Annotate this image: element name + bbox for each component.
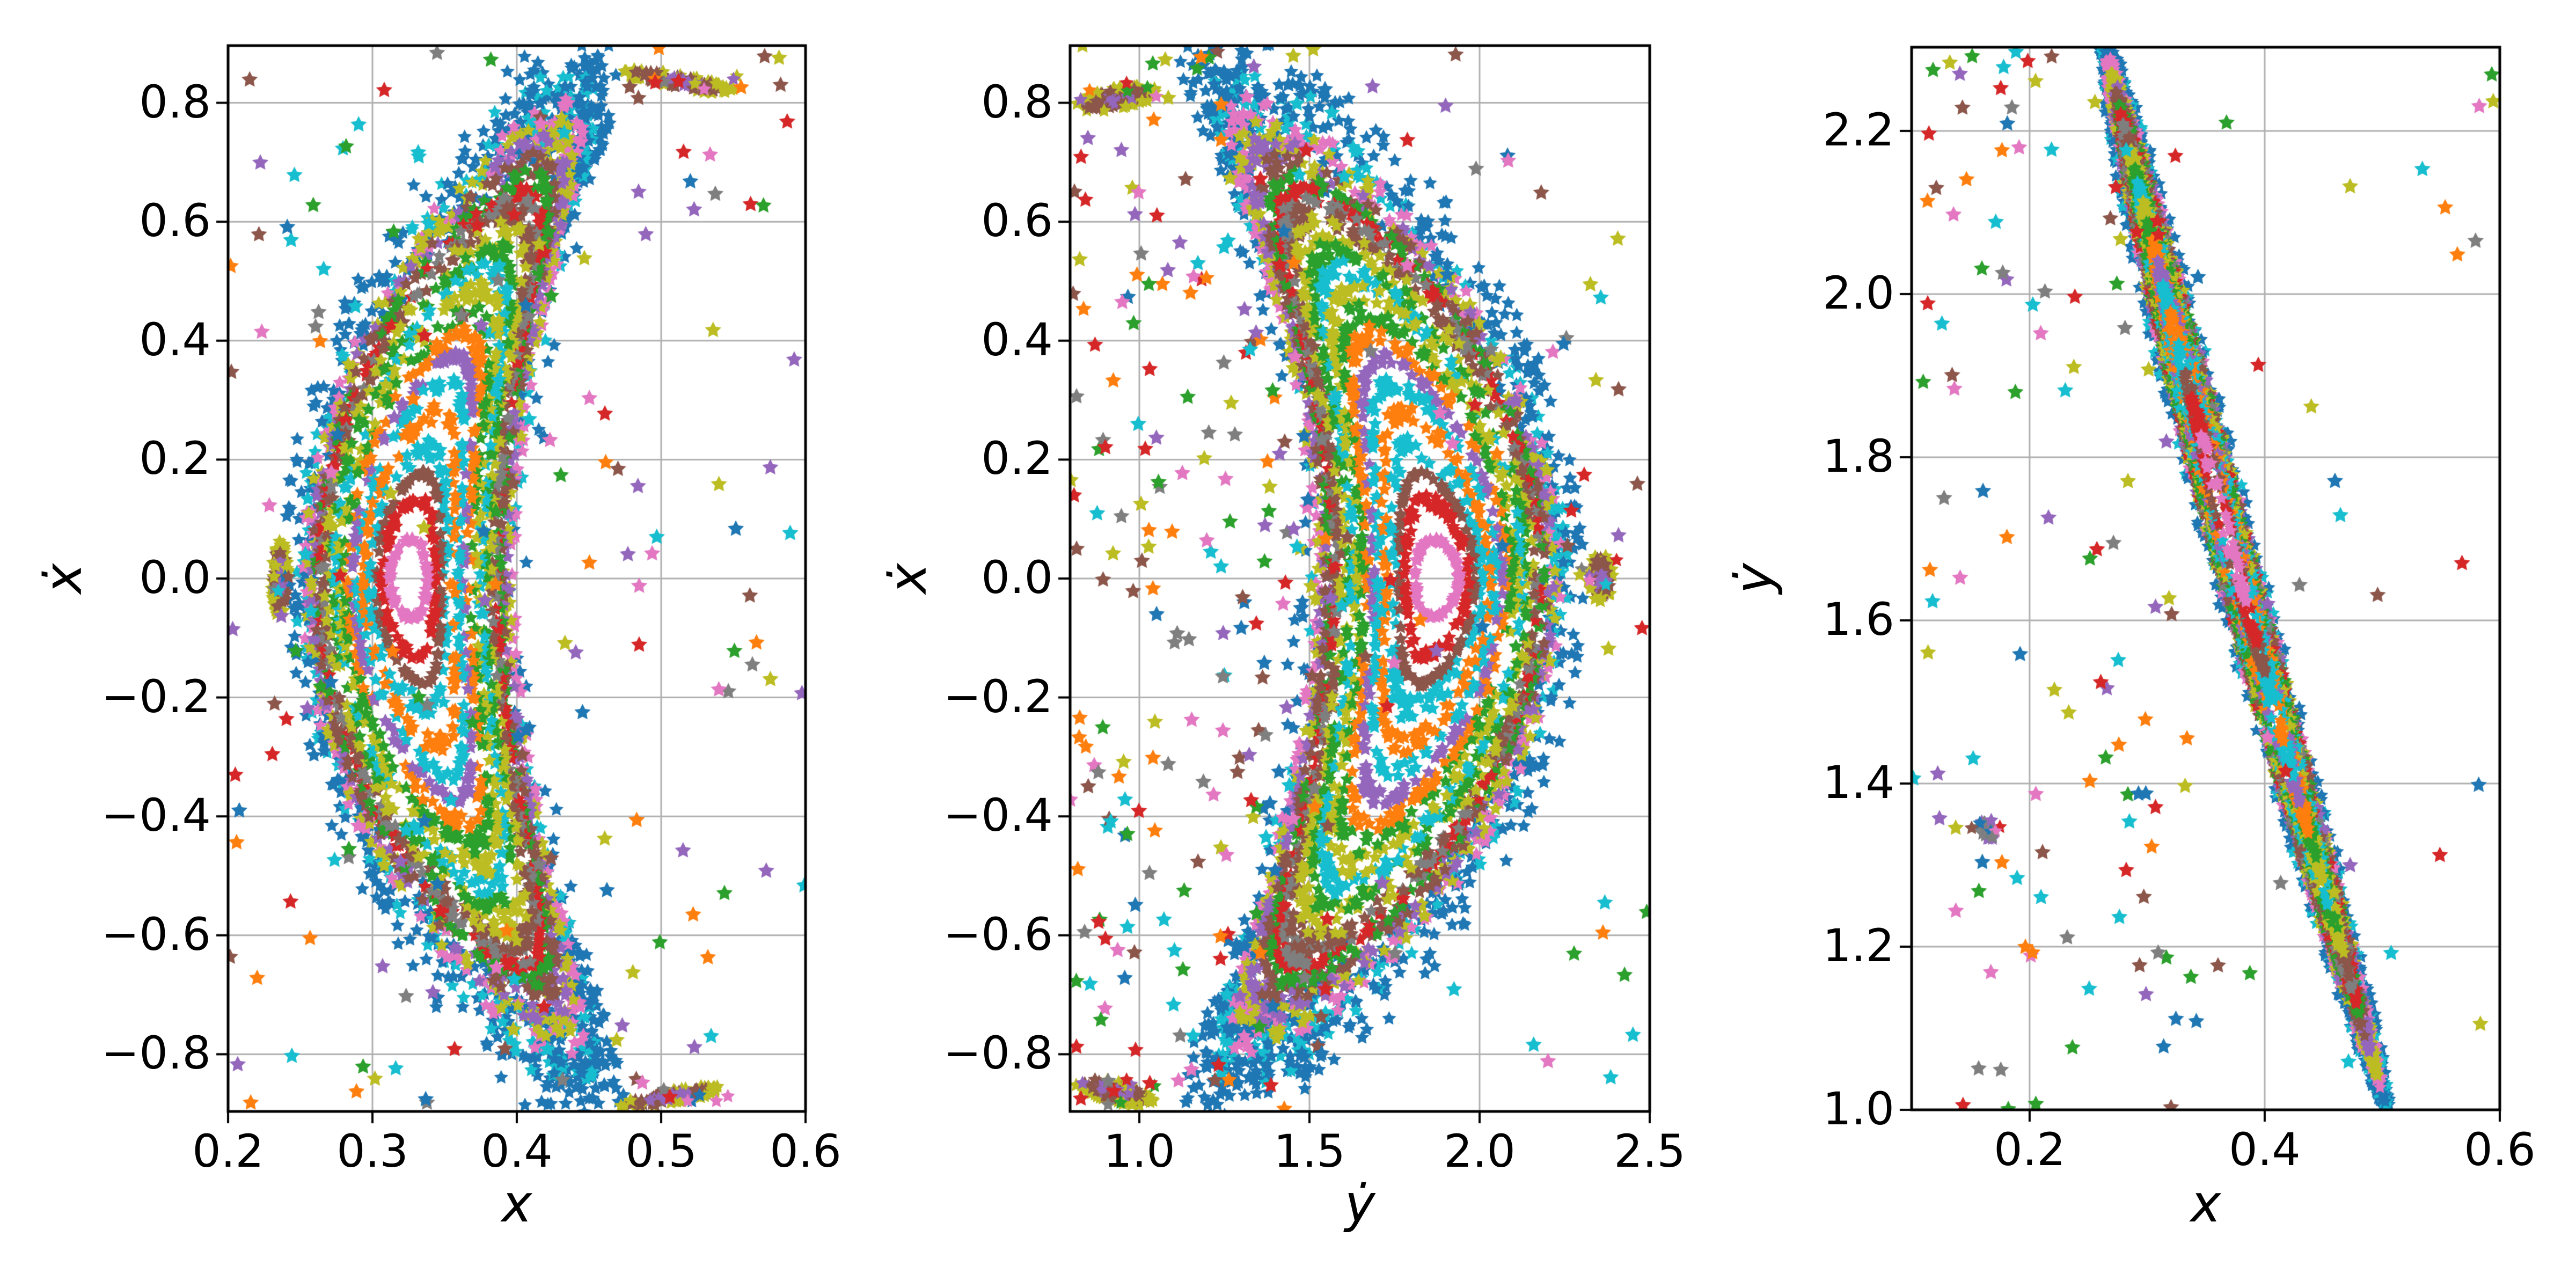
panel1-x-tick-label: 0.3 <box>336 1125 408 1177</box>
panel2-y-tick-label: −0.4 <box>943 789 1053 842</box>
panel1-x-tick-label: 0.5 <box>625 1125 697 1177</box>
panel3-y-tick-label: 1.0 <box>1823 1082 1894 1135</box>
panel3-y-tick-label: 1.2 <box>1823 919 1894 972</box>
panel3-y-tick-label: 1.8 <box>1823 429 1894 482</box>
panel1-y-tick-label: 0.6 <box>139 194 211 247</box>
panel3-y-tick-label: 2.2 <box>1823 103 1894 156</box>
panel2-x-tick-label: 1.0 <box>1103 1125 1175 1177</box>
panel1-y-tick-label: 0.2 <box>139 432 211 485</box>
panel2-y-tick-label: −0.6 <box>943 908 1053 961</box>
panel2-x-tick-label: 2.5 <box>1614 1125 1686 1177</box>
panel2-y-tick-label: 0.0 <box>981 551 1053 604</box>
panel2-y-tick-label: 0.2 <box>981 432 1053 485</box>
panel3-ylabel: ẏ <box>1724 563 1784 594</box>
panel1-y-tick-label: 0.8 <box>139 75 211 128</box>
panel1-x-tick-label: 0.4 <box>481 1125 553 1177</box>
panel3-y-tick-label: 2.0 <box>1823 266 1894 319</box>
panel3-xlabel: x <box>2190 1174 2221 1234</box>
panel2-y-tick-label: 0.8 <box>981 75 1053 128</box>
panel1-y-tick-label: −0.2 <box>101 670 211 723</box>
panel2-y-tick-label: −0.8 <box>943 1027 1053 1080</box>
panel2-x-tick-label: 1.5 <box>1274 1125 1345 1177</box>
panel1-x-tick-label: 0.2 <box>192 1125 264 1177</box>
panel1-x-tick-label: 0.6 <box>770 1125 841 1177</box>
panel2-y-tick-label: 0.4 <box>981 313 1053 366</box>
panel3-x-tick-label: 0.6 <box>2464 1123 2536 1176</box>
panel1-y-tick-label: 0.0 <box>139 551 211 604</box>
panel2-y-tick-label: −0.2 <box>943 670 1053 723</box>
panel2-y-tick-label: 0.6 <box>981 194 1053 247</box>
panel3-y-tick-label: 1.6 <box>1823 592 1894 646</box>
panel3-x-tick-label: 0.2 <box>1994 1123 2066 1176</box>
panel2-xlabel: ẏ <box>1344 1174 1375 1234</box>
panel2-x-tick-label: 2.0 <box>1444 1125 1516 1177</box>
panel1-y-tick-label: −0.4 <box>101 789 211 842</box>
panel1-y-tick-label: −0.8 <box>101 1027 211 1080</box>
panel1-xlabel: x <box>501 1174 532 1234</box>
panel3-y-tick-label: 1.4 <box>1823 756 1894 809</box>
panel3-x-tick-label: 0.4 <box>2229 1123 2301 1176</box>
panel1-y-tick-label: 0.4 <box>139 313 211 366</box>
panel1-y-tick-label: −0.6 <box>101 908 211 961</box>
